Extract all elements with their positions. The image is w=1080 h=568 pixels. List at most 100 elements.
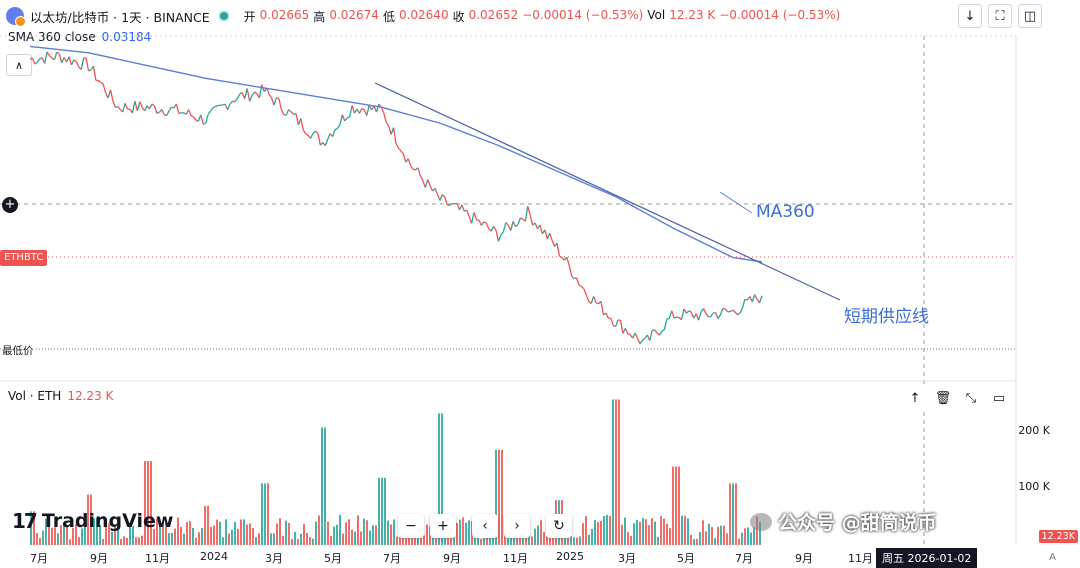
volume-bar xyxy=(702,520,704,545)
price-segment xyxy=(511,221,513,230)
volume-bar xyxy=(231,530,233,545)
volume-bar xyxy=(744,528,746,545)
price-segment xyxy=(755,295,757,300)
price-segment xyxy=(74,60,76,62)
price-segment xyxy=(301,118,303,129)
volume-bar xyxy=(363,519,365,545)
collapse-pane-icon[interactable]: ⤡ xyxy=(960,387,982,409)
price-segment xyxy=(254,92,256,94)
volume-bar xyxy=(489,538,491,545)
volume-bar xyxy=(300,534,302,545)
price-segment xyxy=(660,331,662,335)
price-segment xyxy=(440,195,442,201)
price-segment xyxy=(569,265,571,276)
volume-bar xyxy=(588,535,590,545)
volume-tick-100k: 100 K xyxy=(1018,480,1050,493)
volume-bar xyxy=(624,518,626,545)
x-tick: 7月 xyxy=(735,550,753,566)
arrow-up-icon[interactable]: ↑ xyxy=(904,387,926,409)
volume-bar xyxy=(240,519,242,545)
price-segment xyxy=(530,215,532,225)
price-segment xyxy=(496,230,498,241)
tradingview-logo[interactable]: 17 TradingView xyxy=(12,509,173,533)
volume-bar xyxy=(255,537,257,545)
volume-bar xyxy=(741,533,743,545)
volume-bar xyxy=(201,528,203,545)
price-segment xyxy=(586,295,588,302)
price-segment xyxy=(672,311,674,318)
reset-chart-button[interactable]: ↻ xyxy=(546,514,572,538)
x-tick: 7月 xyxy=(30,550,48,566)
price-segment xyxy=(401,151,403,154)
scroll-right-button[interactable]: › xyxy=(504,514,530,538)
price-segment xyxy=(296,114,298,125)
maximize-pane-icon[interactable]: ▭ xyxy=(988,387,1010,409)
price-segment xyxy=(711,313,713,316)
price-segment xyxy=(545,230,547,239)
volume-bar xyxy=(591,529,593,545)
scroll-left-button[interactable]: ‹ xyxy=(472,514,498,538)
crosshair-date-label: 周五 2026-01-02 xyxy=(876,548,977,568)
volume-bar xyxy=(210,527,212,545)
price-segment xyxy=(62,58,64,63)
volume-bar xyxy=(168,533,170,545)
volume-bar xyxy=(384,478,386,545)
price-segment xyxy=(135,101,137,111)
x-tick: 3月 xyxy=(265,550,283,566)
add-alert-icon[interactable]: + xyxy=(2,197,18,213)
wechat-icon xyxy=(750,513,772,531)
volume-bar xyxy=(111,532,113,545)
volume-bar xyxy=(36,533,38,545)
volume-bar xyxy=(723,526,725,545)
price-segment xyxy=(552,241,554,247)
price-segment xyxy=(118,106,120,109)
volume-bar xyxy=(183,534,185,545)
volume-label: Vol · ETH xyxy=(8,389,61,403)
price-segment xyxy=(501,232,503,235)
price-segment xyxy=(491,226,493,231)
price-segment xyxy=(503,223,505,232)
price-segment xyxy=(157,112,159,113)
price-segment xyxy=(291,112,293,115)
volume-bar xyxy=(573,537,575,545)
price-segment xyxy=(318,133,320,145)
price-segment xyxy=(742,299,744,308)
price-segment xyxy=(71,60,73,65)
supply-trend-line[interactable] xyxy=(375,83,840,300)
volume-bar xyxy=(729,483,731,545)
price-segment xyxy=(664,319,666,330)
volume-bar xyxy=(369,531,371,545)
volume-legend[interactable]: Vol · ETH 12.23 K xyxy=(8,389,113,403)
zoom-out-button[interactable]: − xyxy=(398,514,424,538)
price-segment xyxy=(733,310,735,312)
price-segment xyxy=(420,176,422,180)
price-segment xyxy=(315,131,317,133)
price-segment xyxy=(577,278,579,285)
volume-bar xyxy=(171,533,173,545)
price-segment xyxy=(340,115,342,125)
volume-bar xyxy=(648,525,650,545)
price-segment xyxy=(435,188,437,194)
volume-tick-200k: 200 K xyxy=(1018,424,1050,437)
price-segment xyxy=(437,194,439,200)
price-segment xyxy=(638,338,640,344)
price-segment xyxy=(32,58,34,64)
volume-bar xyxy=(393,520,395,545)
price-segment xyxy=(328,134,330,140)
zoom-in-button[interactable]: + xyxy=(430,514,456,538)
price-segment xyxy=(389,126,391,134)
volume-bar xyxy=(222,537,224,545)
price-segment xyxy=(167,111,169,116)
price-segment xyxy=(498,235,500,241)
price-segment xyxy=(193,117,195,120)
auto-scale-button[interactable]: A xyxy=(1049,552,1056,563)
volume-bar xyxy=(138,537,140,545)
price-segment xyxy=(237,94,239,99)
price-segment xyxy=(37,59,39,62)
x-tick: 9月 xyxy=(795,550,813,566)
volume-bar xyxy=(654,522,656,545)
trash-icon[interactable]: 🗑 xyxy=(932,387,954,409)
volume-value: 12.23 K xyxy=(67,389,113,403)
volume-bar xyxy=(279,518,281,545)
